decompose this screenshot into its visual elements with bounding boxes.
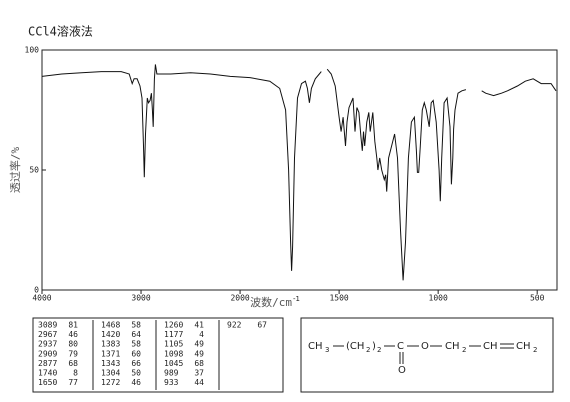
structure-subscript: 2 bbox=[377, 346, 381, 354]
structure-atom: ) bbox=[372, 341, 376, 352]
peak-transmittance: 41 bbox=[194, 321, 204, 330]
plot-frame bbox=[41, 49, 558, 291]
x-axis-label-sup: -1 bbox=[293, 295, 300, 303]
peak-wavenumber: 2967 bbox=[38, 330, 57, 339]
structure-subscript: 2 bbox=[462, 346, 466, 354]
peak-wavenumber: 1343 bbox=[101, 359, 120, 368]
structure-atom: CH bbox=[445, 341, 460, 352]
peak-wavenumber: 1650 bbox=[38, 378, 57, 387]
structure-atom: O bbox=[398, 365, 406, 376]
peak-wavenumber: 2937 bbox=[38, 340, 57, 349]
peak-wavenumber: 1420 bbox=[101, 330, 120, 339]
peak-transmittance: 37 bbox=[194, 369, 204, 378]
x-tick-label: 1500 bbox=[329, 294, 348, 303]
peak-transmittance: 46 bbox=[131, 378, 141, 387]
peak-transmittance: 46 bbox=[68, 330, 78, 339]
structure-atom: (CH bbox=[346, 341, 364, 352]
peak-wavenumber: 922 bbox=[227, 321, 242, 330]
peak-transmittance: 77 bbox=[68, 378, 78, 387]
peak-table-box bbox=[32, 317, 284, 393]
x-tick-label: 500 bbox=[530, 294, 545, 303]
x-axis-label: 波数/cm bbox=[250, 296, 292, 309]
peak-transmittance: 58 bbox=[131, 321, 141, 330]
structure-atom: CH bbox=[308, 341, 323, 352]
peak-transmittance: 50 bbox=[131, 369, 141, 378]
peak-wavenumber: 1260 bbox=[164, 321, 183, 330]
peak-wavenumber: 1105 bbox=[164, 340, 183, 349]
peak-wavenumber: 1740 bbox=[38, 369, 57, 378]
chart-title: CCl4溶液法 bbox=[28, 24, 93, 39]
peak-transmittance: 4 bbox=[199, 330, 204, 339]
peak-transmittance: 81 bbox=[68, 321, 78, 330]
peak-transmittance: 8 bbox=[73, 369, 78, 378]
x-tick-label: 3000 bbox=[131, 294, 150, 303]
peak-transmittance: 58 bbox=[131, 340, 141, 349]
peak-wavenumber: 1177 bbox=[164, 330, 183, 339]
y-tick-label: 100 bbox=[25, 46, 40, 55]
structure-atom: CH bbox=[516, 341, 531, 352]
peak-wavenumber: 1371 bbox=[101, 349, 120, 358]
structure-box bbox=[300, 317, 554, 393]
peak-transmittance: 79 bbox=[68, 349, 78, 358]
peak-wavenumber: 3089 bbox=[38, 321, 57, 330]
x-tick-label: 1000 bbox=[429, 294, 448, 303]
y-tick-label: 50 bbox=[29, 166, 39, 175]
peak-transmittance: 64 bbox=[131, 330, 141, 339]
peak-wavenumber: 1272 bbox=[101, 378, 120, 387]
peak-wavenumber: 989 bbox=[164, 369, 179, 378]
peak-wavenumber: 2877 bbox=[38, 359, 57, 368]
structure-atom: C bbox=[397, 341, 404, 352]
peak-wavenumber: 1045 bbox=[164, 359, 183, 368]
structure-atom: CH bbox=[483, 341, 498, 352]
peak-transmittance: 66 bbox=[131, 359, 141, 368]
peak-wavenumber: 1098 bbox=[164, 349, 183, 358]
structure-atom: O bbox=[421, 341, 429, 352]
structure-subscript: 2 bbox=[366, 346, 370, 354]
structure-subscript: 3 bbox=[325, 346, 329, 354]
peak-transmittance: 67 bbox=[257, 321, 267, 330]
x-tick-label: 2000 bbox=[230, 294, 249, 303]
peak-wavenumber: 933 bbox=[164, 378, 179, 387]
peak-transmittance: 49 bbox=[194, 349, 204, 358]
peak-transmittance: 68 bbox=[194, 359, 204, 368]
peak-wavenumber: 1383 bbox=[101, 340, 120, 349]
peak-transmittance: 68 bbox=[68, 359, 78, 368]
peak-transmittance: 80 bbox=[68, 340, 78, 349]
peak-transmittance: 49 bbox=[194, 340, 204, 349]
structure-subscript: 2 bbox=[533, 346, 537, 354]
spectrum-line bbox=[41, 64, 557, 281]
peak-wavenumber: 2909 bbox=[38, 349, 57, 358]
y-axis-label: 透过率/% bbox=[8, 147, 22, 194]
y-tick-label: 0 bbox=[34, 286, 39, 295]
peak-transmittance: 60 bbox=[131, 349, 141, 358]
x-tick-label: 4000 bbox=[32, 294, 51, 303]
peak-transmittance: 44 bbox=[194, 378, 204, 387]
peak-wavenumber: 1468 bbox=[101, 321, 120, 330]
peak-wavenumber: 1304 bbox=[101, 369, 120, 378]
